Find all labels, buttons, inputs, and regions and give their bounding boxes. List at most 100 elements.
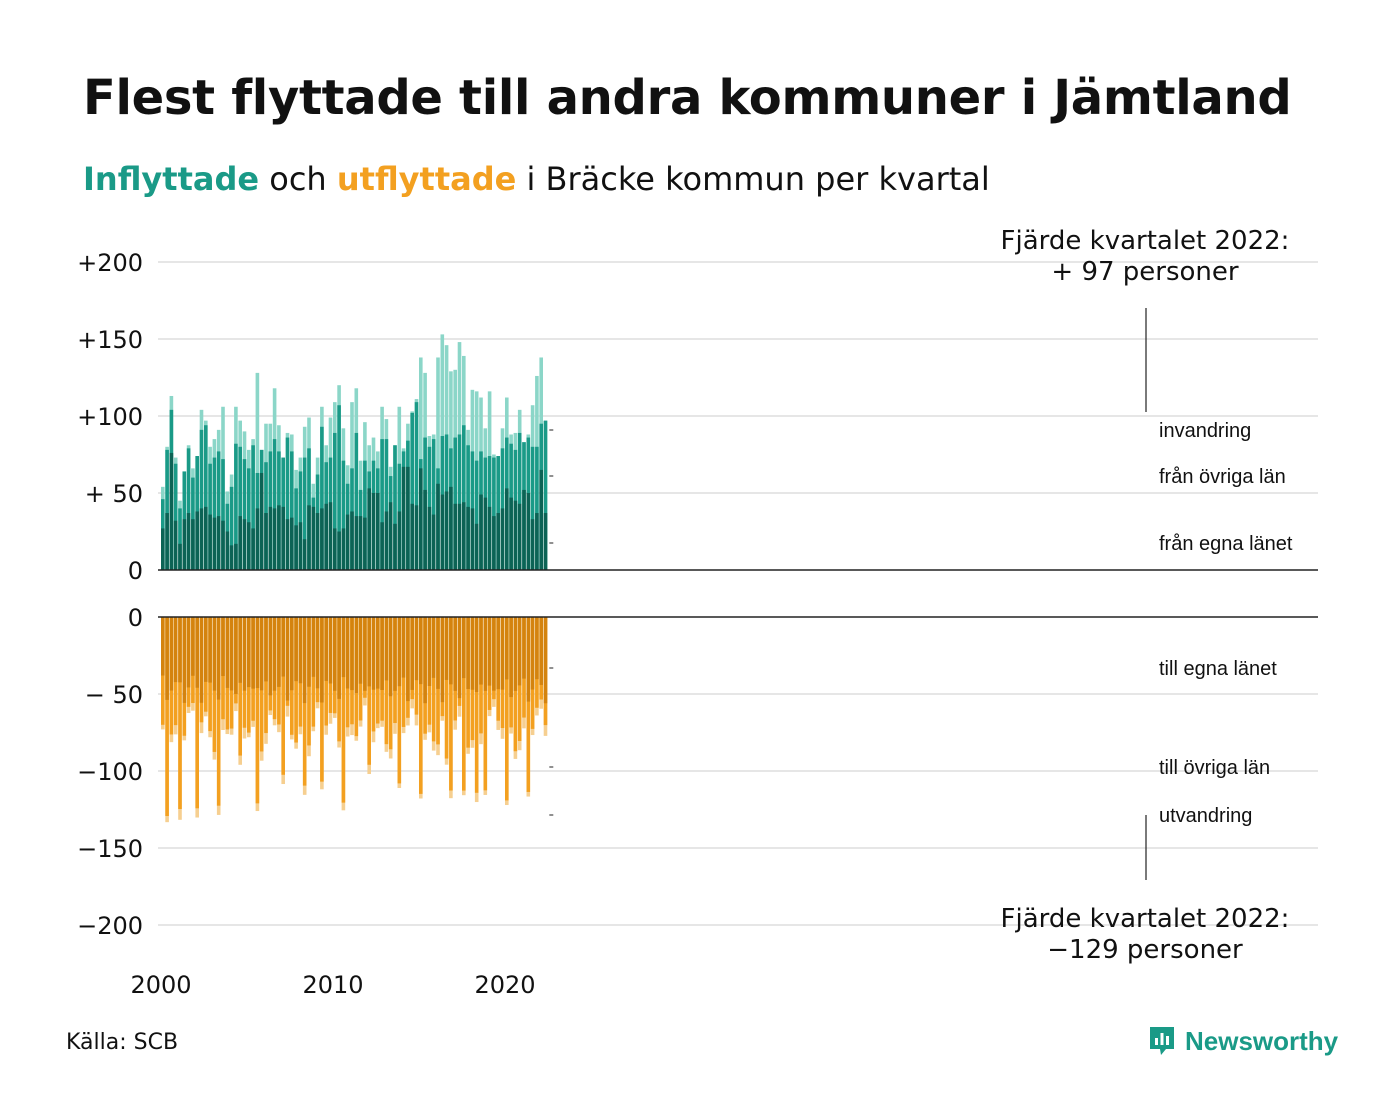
y-tick-label: +100 (77, 403, 143, 431)
bar-in-egna (513, 500, 518, 570)
bar-out-egna (221, 617, 225, 677)
bar-in-egna (255, 508, 260, 570)
bar-out-egna (345, 617, 350, 689)
bar-out-egna (350, 617, 354, 691)
bar-in-egna (264, 513, 268, 570)
bar-out-egna (186, 617, 191, 688)
bar-in-egna (272, 508, 277, 570)
bar-out-egna (414, 617, 419, 681)
subtitle-rest: i Bräcke kommun per kvartal (516, 160, 990, 198)
bar-out-egna (371, 617, 376, 690)
bar-in-ovriga (333, 432, 337, 570)
bar-in-egna (221, 520, 225, 570)
bar-out-egna (311, 617, 316, 677)
bar-out-egna (247, 617, 251, 688)
bar-in-ovriga (474, 460, 479, 570)
bar-in-ovriga (302, 457, 307, 570)
bar-in-ovriga (354, 432, 359, 570)
bar-in-ovriga (530, 446, 535, 570)
bar-in-egna (483, 497, 488, 570)
bar-out-egna (238, 617, 242, 683)
bar-out-egna (496, 617, 500, 690)
series-label: utvandring (1159, 805, 1252, 827)
bar-out-egna (204, 617, 208, 682)
bar-in-ovriga (242, 459, 247, 570)
bar-in-egna (251, 528, 255, 570)
series-label: invandring (1159, 420, 1251, 442)
bar-out-egna (216, 617, 221, 700)
bar-in-egna (165, 513, 169, 570)
bar-in-ovriga (543, 420, 548, 570)
bar-in-egna (337, 531, 341, 570)
bar-out-egna (500, 617, 505, 690)
bar-in-egna (186, 513, 191, 570)
bar-out-egna (277, 617, 281, 687)
bar-out-ovriga (449, 617, 453, 791)
bar-in-egna (333, 528, 337, 570)
bar-out-ovriga (384, 617, 389, 745)
bar-out-egna (337, 617, 341, 699)
bar-in-egna (539, 469, 543, 570)
bar-in-egna (427, 506, 432, 570)
bar-out-egna (195, 617, 199, 688)
bar-out-egna (479, 617, 483, 685)
bar-out-ovriga (397, 617, 402, 784)
subtitle-in-word: Inflyttade (83, 160, 260, 198)
bar-in-ovriga (384, 439, 389, 570)
bar-out-egna (182, 617, 187, 703)
bar-in-ovriga (457, 434, 462, 570)
chart-subtitle: Inflyttade och utflyttade i Bräcke kommu… (83, 160, 990, 198)
bar-out-egna (509, 617, 513, 698)
bar-out-egna (173, 617, 178, 683)
bar-out-egna (393, 617, 397, 691)
bar-in-egna (234, 543, 238, 570)
bar-in-ovriga (204, 425, 208, 570)
bar-in-ovriga (272, 439, 277, 570)
bar-in-ovriga (517, 432, 522, 570)
bar-in-ovriga (363, 460, 367, 570)
bar-out-egna (191, 617, 195, 676)
bar-out-egna (543, 617, 548, 704)
bar-in-egna (208, 514, 212, 570)
bar-out-egna (315, 617, 320, 689)
grid-lines (158, 261, 1318, 926)
migration-chart: +200 +150 +100 + 50 0 0 − 50 −100 −150 −200 2000 20… (77, 226, 1318, 999)
bar-out-egna (178, 617, 182, 683)
y-tick-label: +200 (77, 249, 143, 277)
bar-in-egna (358, 516, 363, 570)
bar-in-egna (419, 468, 423, 570)
bar-out-egna (328, 617, 333, 684)
bar-in-egna (302, 539, 307, 570)
bar-in-ovriga (462, 425, 466, 570)
y-tick-label: −200 (77, 912, 143, 940)
bar-out-egna (535, 617, 539, 680)
bar-in-egna (376, 493, 380, 570)
bar-in-egna (406, 466, 410, 570)
bar-in-egna (363, 517, 367, 570)
bar-in-egna (462, 502, 466, 570)
bar-out-egna (457, 617, 462, 699)
bar-in-egna (535, 513, 539, 570)
brand-logo[interactable]: Newsworthy (1147, 1024, 1338, 1058)
bar-in-egna (444, 491, 449, 570)
bar-out-egna (384, 617, 389, 681)
bar-in-egna (324, 503, 328, 570)
bar-in-egna (509, 497, 513, 570)
bar-in-ovriga (229, 486, 234, 570)
bar-in-egna (470, 508, 475, 570)
bar-in-ovriga (173, 463, 178, 570)
bar-in-egna (479, 494, 483, 570)
bar-out-egna (474, 617, 479, 692)
series-label: till egna länet (1159, 658, 1277, 680)
bar-in-ovriga (298, 471, 303, 570)
bar-in-egna (277, 505, 281, 570)
bar-out-egna (376, 617, 380, 689)
bar-out-egna (234, 617, 238, 694)
bar-out-ovriga (431, 617, 436, 742)
bar-out-egna (367, 617, 371, 687)
bar-in-egna (320, 508, 324, 570)
bar-out-egna (161, 617, 165, 676)
bar-in-egna (242, 519, 247, 570)
x-tick-label: 2010 (302, 971, 363, 999)
bar-in-ovriga (431, 439, 436, 570)
